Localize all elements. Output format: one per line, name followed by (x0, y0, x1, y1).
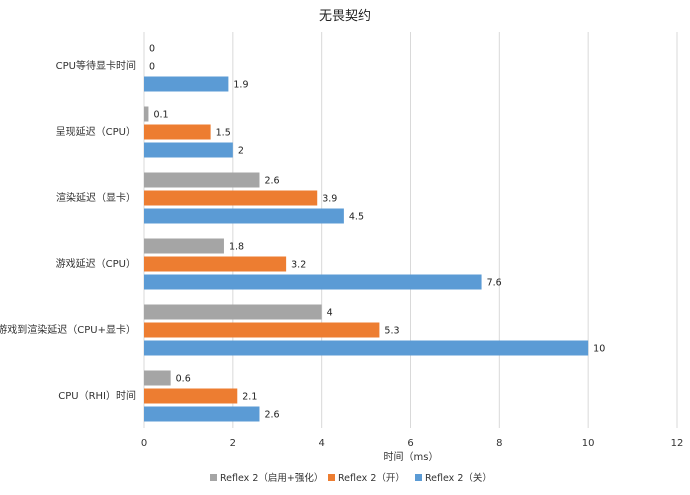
bar (144, 388, 238, 404)
data-label: 2.1 (242, 392, 257, 403)
x-axis-title: 时间（ms） (384, 450, 439, 463)
data-label: 1.9 (233, 80, 248, 91)
legend-label: Reflex 2（启用+强化） (220, 472, 323, 484)
bar (144, 340, 589, 356)
bar (144, 208, 344, 224)
data-label: 5.3 (384, 326, 399, 337)
x-tick-label: 6 (407, 438, 413, 449)
category-label: CPU（RHI）时间 (58, 389, 136, 402)
bar (144, 406, 260, 422)
data-label: 7.6 (487, 278, 502, 289)
legend-label: Reflex 2（开） (338, 472, 405, 484)
x-tick-label: 4 (318, 438, 324, 449)
chart-title: 无畏契约 (319, 9, 371, 24)
bar (144, 274, 482, 290)
bar (144, 304, 322, 320)
data-label: 0.1 (153, 110, 168, 121)
bar (144, 76, 229, 92)
x-tick-label: 2 (230, 438, 236, 449)
x-tick-label: 8 (496, 438, 502, 449)
data-label: 4.5 (349, 212, 364, 223)
data-label: 0 (149, 44, 155, 55)
data-label: 0.6 (176, 374, 191, 385)
data-label: 4 (327, 308, 333, 319)
bar (144, 106, 149, 122)
data-label: 3.2 (291, 260, 306, 271)
data-label: 10 (593, 344, 605, 355)
data-label: 0 (149, 62, 155, 73)
bar (144, 238, 224, 254)
bar (144, 190, 318, 206)
legend: Reflex 2（启用+强化） Reflex 2（开） Reflex 2（关） (210, 472, 492, 484)
data-label: 3.9 (322, 194, 337, 205)
data-label: 2 (238, 146, 244, 157)
bar (144, 322, 380, 338)
gridlines (143, 32, 678, 428)
bar (144, 142, 233, 158)
category-label: 游戏到渲染延迟（CPU+显卡） (0, 323, 136, 336)
category-label: 渲染延迟（显卡） (56, 191, 136, 204)
bar (144, 172, 260, 188)
category-label: 呈现延迟（CPU） (56, 125, 136, 138)
legend-label: Reflex 2（关） (425, 472, 492, 484)
data-label: 1.5 (216, 128, 231, 139)
x-tick-labels: 0 2 4 6 8 10 12 (141, 438, 684, 449)
bar (144, 256, 287, 272)
bars: 0 0 1.9 0.1 1.5 2 2.6 3.9 4.5 1.8 3.2 7.6 4 5.3 10 0.6 2… (144, 44, 605, 422)
legend-swatch (415, 474, 422, 481)
legend-swatch (328, 474, 335, 481)
data-label: 2.6 (264, 176, 279, 187)
bar (144, 370, 171, 386)
x-tick-label: 12 (671, 438, 684, 449)
data-label: 1.8 (229, 242, 244, 253)
data-label: 2.6 (264, 410, 279, 421)
x-tick-label: 0 (141, 438, 147, 449)
legend-swatch (210, 474, 217, 481)
x-tick-label: 10 (582, 438, 595, 449)
bar (144, 124, 211, 140)
category-label: 游戏延迟（CPU） (56, 257, 136, 270)
category-label: CPU等待显卡时间 (56, 59, 136, 72)
